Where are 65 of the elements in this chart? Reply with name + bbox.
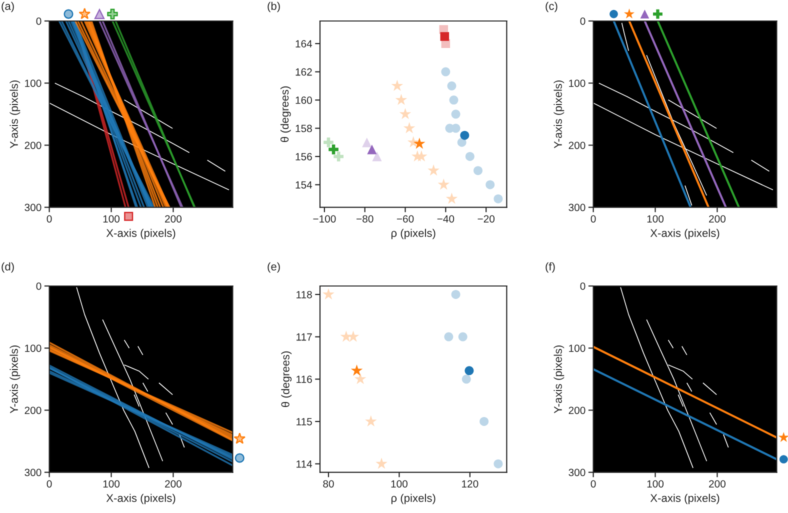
y-tick-label: 156 xyxy=(296,152,312,160)
y-tick-label: 118 xyxy=(296,290,312,298)
y-tick-label: 116 xyxy=(296,376,312,384)
x-tick-label: −40 xyxy=(437,215,454,223)
x-tick-label: −20 xyxy=(478,215,495,223)
chart-title: (e) xyxy=(268,262,280,273)
chart-title: (b) xyxy=(268,2,280,12)
y-tick-label: 100 xyxy=(25,80,42,87)
x-tick-label: 200 xyxy=(709,215,726,223)
y-tick-label: 154 xyxy=(296,181,312,189)
y-tick-label: 300 xyxy=(24,204,42,212)
y-axis-title: Y-axis (pixels) xyxy=(554,80,564,148)
x-tick-label: 100 xyxy=(391,480,408,488)
x-tick-label: 0 xyxy=(590,215,596,223)
y-axis-title: Y-axis (pixels) xyxy=(554,345,564,414)
x-axis-title: ρ (pixels) xyxy=(391,494,436,504)
y-tick-label: 100 xyxy=(569,344,586,352)
x-axis-title: ρ (pixels) xyxy=(391,228,436,240)
y-tick-label: 160 xyxy=(296,96,312,104)
x-tick-label: 200 xyxy=(165,480,182,488)
x-axis-title: X-axis (pixels) xyxy=(650,228,720,240)
y-tick-label: 300 xyxy=(568,204,586,212)
y-tick-label: 0 xyxy=(36,18,42,25)
y-tick-label: 0 xyxy=(580,282,586,290)
x-tick-label: 0 xyxy=(46,215,52,223)
x-tick-label: 200 xyxy=(709,480,726,488)
chart-title: (a) xyxy=(2,2,14,12)
y-tick-label: 200 xyxy=(24,142,42,150)
x-tick-label: 120 xyxy=(462,480,478,488)
y-axis-title: θ (degrees) xyxy=(281,351,292,407)
x-tick-label: −60 xyxy=(396,215,414,223)
x-tick-label: 100 xyxy=(647,480,664,488)
x-tick-label: 80 xyxy=(323,480,334,488)
y-tick-label: 117 xyxy=(296,333,312,341)
chart-title: (f) xyxy=(546,262,555,273)
y-axis-title: Y-axis (pixels) xyxy=(10,80,20,148)
y-tick-label: 158 xyxy=(296,124,312,132)
x-tick-label: 200 xyxy=(165,215,182,223)
x-axis-title: X-axis (pixels) xyxy=(650,494,720,504)
chart-title: (d) xyxy=(2,262,14,273)
y-tick-label: 164 xyxy=(296,40,312,48)
x-axis-title: X-axis (pixels) xyxy=(106,494,176,504)
y-tick-label: 300 xyxy=(24,468,42,476)
y-axis-title: θ (degrees) xyxy=(280,86,291,142)
x-tick-label: −100 xyxy=(313,215,336,223)
y-tick-label: 115 xyxy=(296,418,312,426)
x-tick-label: 0 xyxy=(590,480,596,488)
y-tick-label: 114 xyxy=(296,460,312,468)
y-tick-label: 0 xyxy=(36,282,42,290)
x-axis-title: X-axis (pixels) xyxy=(106,228,176,240)
y-tick-label: 200 xyxy=(568,142,586,150)
y-tick-label: 300 xyxy=(568,468,586,476)
y-tick-label: 162 xyxy=(296,68,312,76)
y-tick-label: 200 xyxy=(24,406,42,414)
x-tick-label: 100 xyxy=(647,215,664,223)
x-tick-label: 100 xyxy=(103,480,120,488)
x-tick-label: −80 xyxy=(356,215,374,223)
chart-title: (c) xyxy=(546,2,558,12)
y-tick-label: 100 xyxy=(25,344,42,352)
y-tick-label: 0 xyxy=(580,18,586,25)
y-tick-label: 100 xyxy=(569,80,586,87)
x-tick-label: 100 xyxy=(103,215,120,223)
y-axis-title: Y-axis (pixels) xyxy=(10,345,20,414)
x-tick-label: 0 xyxy=(46,480,52,488)
y-tick-label: 200 xyxy=(568,406,586,414)
